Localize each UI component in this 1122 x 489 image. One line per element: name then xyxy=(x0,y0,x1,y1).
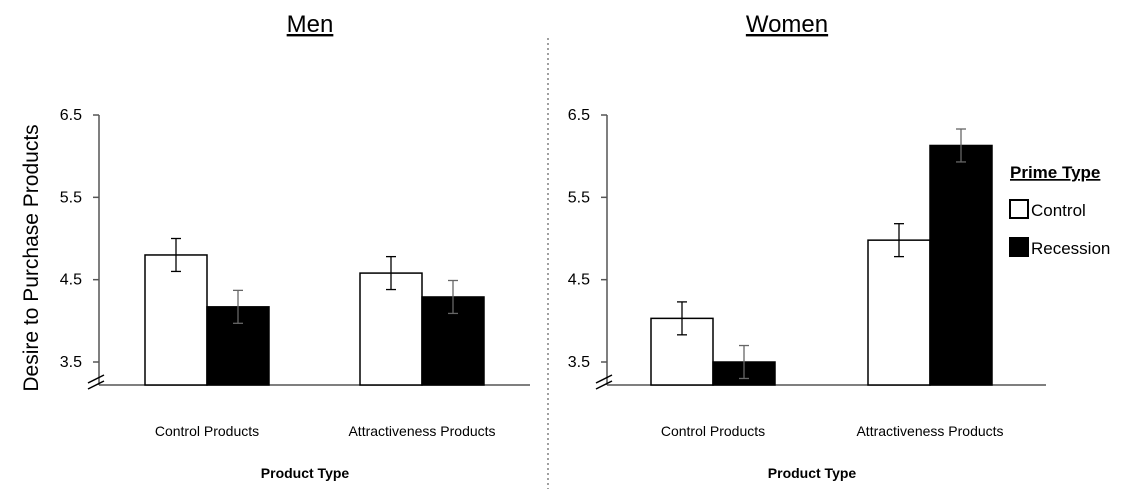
y-tick-label: 6.5 xyxy=(60,107,82,124)
panel-men: Men Desire to Purchase Products Product … xyxy=(20,11,530,481)
bar-control xyxy=(359,272,423,386)
y-tick-label: 3.5 xyxy=(568,354,590,371)
legend-title: Prime Type xyxy=(1010,163,1100,182)
legend-swatch-recession xyxy=(1009,237,1029,257)
legend-item-recession: Recession xyxy=(1031,239,1110,258)
axis-break-mark xyxy=(87,374,105,384)
panel-marks: 3.5 4.5 5.5 6.5 Control Products Attractivene… xyxy=(568,107,1046,439)
bar-control xyxy=(144,254,208,386)
panel-women: Women Product Type 3.5 4.5 5.5 6.5 Control P… xyxy=(568,11,1046,481)
legend: Prime Type Control Recession xyxy=(1009,163,1110,258)
x-tick-label: Attractiveness Products xyxy=(856,423,1003,439)
x-tick-label: Control Products xyxy=(661,423,765,439)
panel-title: Men xyxy=(287,11,334,38)
legend-item-control: Control xyxy=(1031,201,1086,220)
y-axis-label: Desire to Purchase Products xyxy=(20,124,43,391)
panel-marks: 3.5 4.5 5.5 6.5 Control Products Attractivene… xyxy=(60,107,530,439)
legend-swatch-control xyxy=(1009,199,1029,219)
x-axis-label: Product Type xyxy=(261,465,350,481)
bar-recession xyxy=(929,144,993,386)
y-tick-label: 4.5 xyxy=(60,272,82,289)
x-tick-label: Attractiveness Products xyxy=(348,423,495,439)
y-tick-label: 6.5 xyxy=(568,107,590,124)
y-tick-label: 3.5 xyxy=(60,354,82,371)
y-tick-label: 5.5 xyxy=(568,189,590,206)
bar-control xyxy=(867,239,931,386)
axis-break-mark xyxy=(595,374,613,384)
x-tick-label: Control Products xyxy=(155,423,259,439)
y-tick-label: 4.5 xyxy=(568,272,590,289)
y-tick-label: 5.5 xyxy=(60,189,82,206)
axis-break-mark xyxy=(595,380,613,390)
x-axis-label: Product Type xyxy=(768,465,857,481)
axis-break-mark xyxy=(87,380,105,390)
panel-title: Women xyxy=(746,11,828,38)
